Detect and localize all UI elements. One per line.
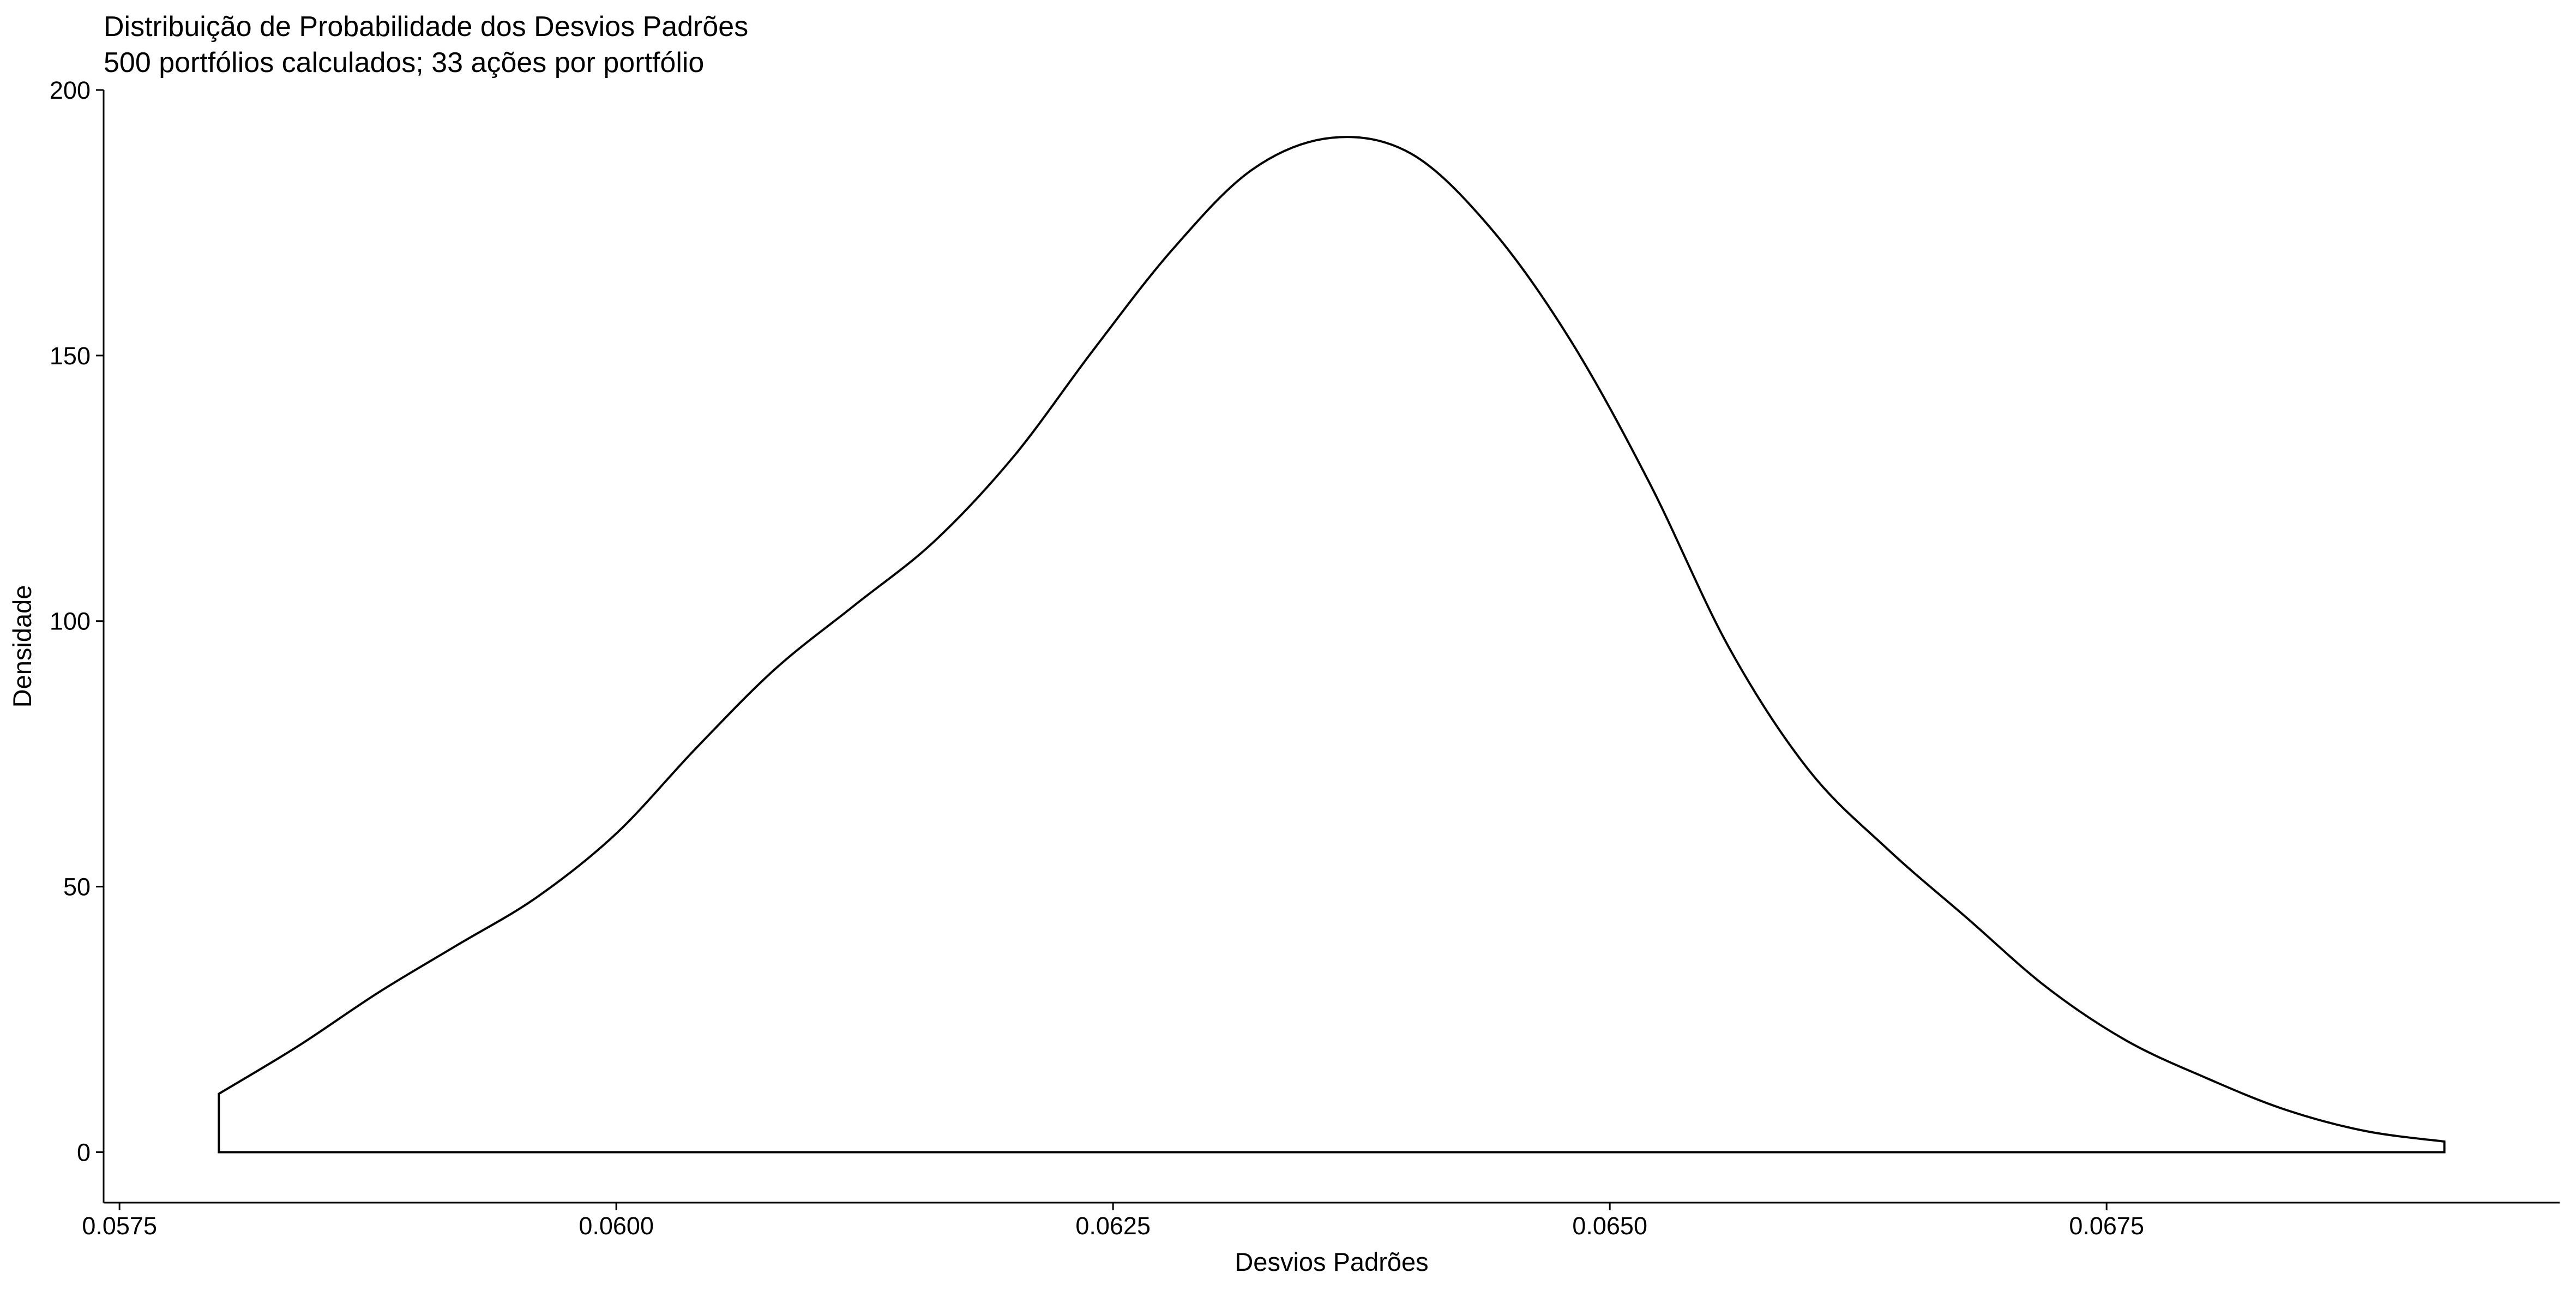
- x-tick-label: 0.0600: [579, 1212, 654, 1240]
- y-tick-label: 100: [50, 608, 91, 635]
- density-curve-0: [218, 136, 2446, 1154]
- y-tick-label: 50: [63, 873, 91, 901]
- plot-area: [218, 136, 2446, 1154]
- y-axis-ticks: 0 50 100 150 200: [50, 76, 104, 1166]
- x-tick-label: 0.0575: [82, 1212, 157, 1240]
- x-tick-label: 0.0625: [1075, 1212, 1151, 1240]
- chart-title: Distribuição de Probabilidade dos Desvio…: [104, 11, 748, 43]
- x-axis-ticks: 0.0575 0.0600 0.0625 0.0650 0.0675: [82, 1203, 2144, 1240]
- y-tick-label: 0: [77, 1138, 91, 1166]
- x-tick-label: 0.0675: [2069, 1212, 2144, 1240]
- chart-subtitle: 500 portfólios calculados; 33 ações por …: [104, 47, 704, 79]
- x-axis-title: Desvios Padrões: [1235, 1247, 1428, 1276]
- y-tick-label: 150: [50, 342, 91, 370]
- x-tick-label: 0.0650: [1572, 1212, 1647, 1240]
- y-axis-title: Densidade: [8, 585, 37, 708]
- y-tick-label: 200: [50, 76, 91, 104]
